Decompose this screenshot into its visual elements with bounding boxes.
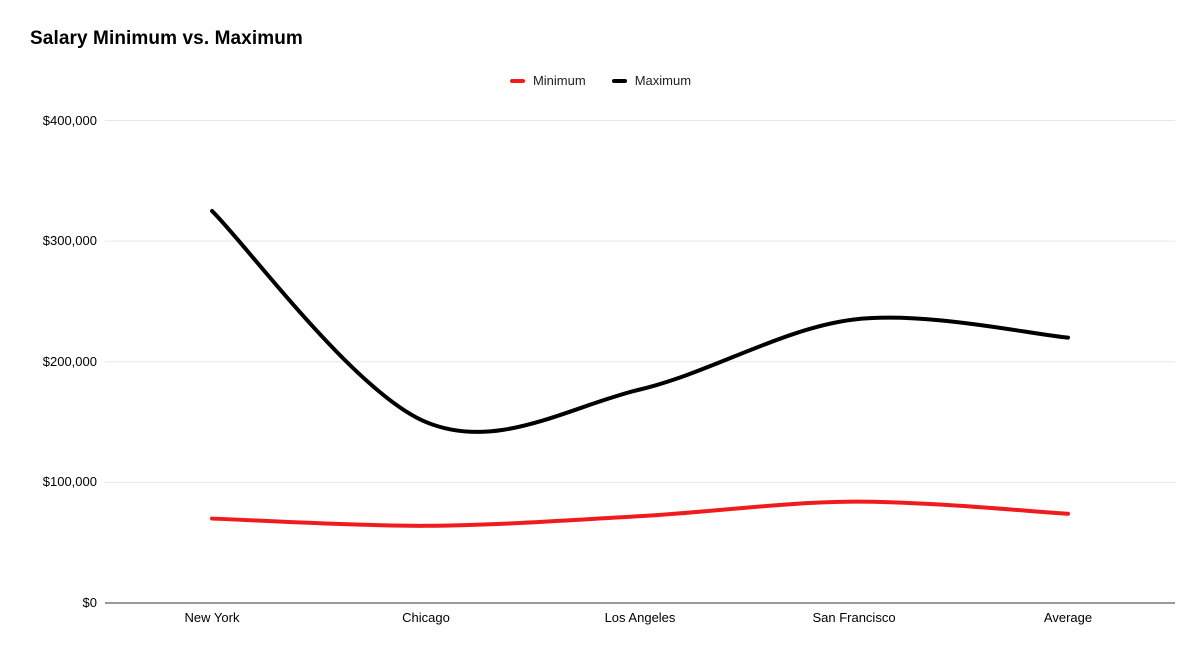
legend-item-minimum[interactable]: Minimum xyxy=(509,73,586,88)
x-tick-label: Los Angeles xyxy=(604,610,676,625)
y-tick-label: $100,000 xyxy=(42,474,97,490)
y-tick-label: $200,000 xyxy=(42,353,97,369)
x-tick-label: Chicago xyxy=(402,610,450,625)
series-line-minimum[interactable] xyxy=(210,499,1070,528)
x-tick-label: San Francisco xyxy=(812,610,896,625)
x-tick-label: New York xyxy=(184,610,240,625)
legend-item-maximum[interactable]: Maximum xyxy=(611,73,692,88)
y-tick-label: $0 xyxy=(82,595,97,610)
legend-label-minimum: Minimum xyxy=(532,73,586,88)
y-tick-label: $400,000 xyxy=(42,112,97,128)
y-tick-label: $300,000 xyxy=(42,233,97,249)
legend-label-maximum: Maximum xyxy=(634,73,692,88)
legend: Minimum Maximum xyxy=(0,73,1201,88)
chart-title: Salary Minimum vs. Maximum xyxy=(30,28,303,49)
minimum-series-swatch-icon xyxy=(509,78,525,83)
series-line-maximum[interactable] xyxy=(210,208,1070,434)
x-tick-label: Average xyxy=(1043,610,1093,625)
maximum-series-swatch-icon xyxy=(611,78,627,83)
